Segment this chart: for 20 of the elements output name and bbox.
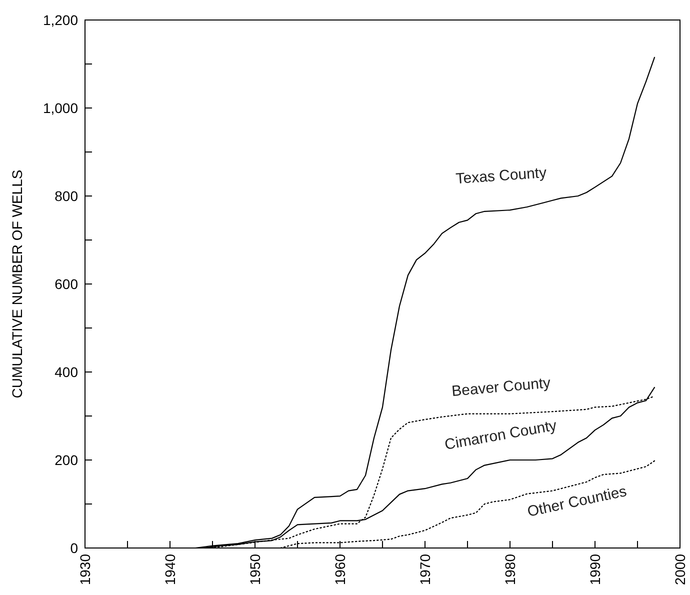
- x-tick-label: 1980: [502, 554, 518, 586]
- y-tick-label: 200: [54, 452, 78, 468]
- series-label: Texas County: [455, 164, 548, 188]
- text: Other Counties: [526, 482, 628, 521]
- x-tick-label: 1990: [586, 554, 603, 586]
- x-tick-label: 1950: [246, 554, 263, 586]
- x-tick-label: 1960: [332, 554, 348, 586]
- y-axis-title: CUMULATIVE NUMBER OF WELLS: [9, 170, 25, 398]
- y-tick-label: 600: [54, 276, 78, 292]
- y-tick-label: 400: [54, 364, 78, 380]
- y-tick-label: 1,200: [42, 12, 78, 28]
- x-tick-label: 1970: [416, 554, 433, 586]
- series-label: Beaver County: [450, 374, 552, 400]
- y-tick-label: 800: [54, 188, 78, 204]
- y-tick-label: 1,000: [42, 100, 78, 116]
- y-tick-label: 0: [70, 540, 78, 556]
- x-tick-label: 2000: [672, 554, 688, 586]
- x-tick-label: 1940: [162, 554, 178, 586]
- text: Cimarron County: [443, 417, 559, 454]
- x-tick-label: 1930: [76, 554, 93, 586]
